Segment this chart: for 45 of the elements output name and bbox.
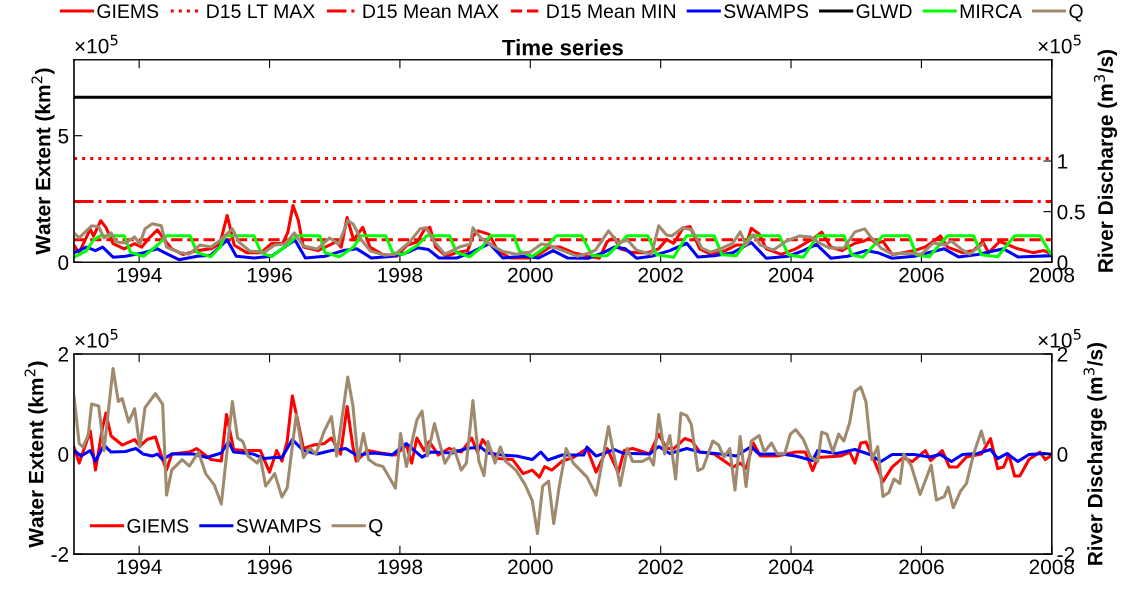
x-tick-label: 1996 — [247, 559, 292, 575]
x-tick-label: 2006 — [899, 559, 944, 575]
legend-label: D15 LT MAX — [207, 4, 315, 19]
legend-label: Q — [1069, 4, 1083, 22]
legend-label: Q — [369, 519, 383, 537]
x-tick-label: 2002 — [638, 267, 683, 283]
legend-label: D15 Mean MAX — [363, 4, 499, 19]
y-tick-label: 5 — [58, 128, 69, 144]
y-axis-title: Water Extent (km$^{2}$) — [31, 68, 55, 255]
x-tick-label: 1998 — [378, 267, 423, 283]
legend-label: SWAMPS — [236, 519, 321, 533]
y-tick-label: 2 — [58, 347, 69, 362]
x-tick-label: 2002 — [638, 559, 683, 575]
x-tick-label: 2006 — [899, 267, 944, 283]
x-tick-label: 2004 — [768, 559, 814, 575]
text: ×10$^{5}$ — [75, 34, 118, 54]
x-tick-label: 2004 — [768, 267, 814, 283]
y-tick-label: 0 — [58, 255, 69, 271]
text: ×10$^{5}$ — [75, 328, 118, 348]
legend-label: MIRCA — [960, 4, 1022, 19]
legend-label: D15 Mean MIN — [547, 4, 675, 19]
y2-axis-title: River Discharge (m$^{3}$/s) — [1093, 50, 1118, 272]
x-tick-label: 1994 — [117, 559, 162, 575]
y2-axis-title: River Discharge (m$^{3}$/s) — [1083, 343, 1107, 565]
line-series — [73, 219, 985, 258]
x-tick-label: 1996 — [247, 267, 292, 283]
chart-title: Time series — [502, 39, 623, 56]
y2-tick-label: 0 — [1057, 447, 1068, 462]
y2-tick-label: 0.5 — [1057, 204, 1085, 220]
line-series — [73, 366, 987, 536]
y-tick-label: 0 — [58, 447, 69, 462]
y2-tick-label: 2 — [1057, 347, 1068, 362]
legend-label: GLWD — [856, 4, 912, 19]
legend-label: GIEMS — [127, 519, 189, 533]
text: ×10$^{5}$ — [1038, 328, 1081, 348]
x-tick-label: 1998 — [378, 559, 423, 575]
text: ×10$^{5}$ — [1038, 34, 1081, 54]
legend-label: SWAMPS — [724, 4, 809, 19]
x-tick-label: 1994 — [117, 267, 162, 283]
x-tick-label: 2000 — [508, 559, 553, 575]
y2-tick-label: 1 — [1058, 154, 1068, 169]
y-tick-label: -2 — [51, 547, 69, 562]
y-axis-title: Water Extent (km$^{2}$) — [24, 361, 48, 548]
legend-label: GIEMS — [97, 4, 159, 19]
x-tick-label: 2000 — [508, 267, 553, 283]
